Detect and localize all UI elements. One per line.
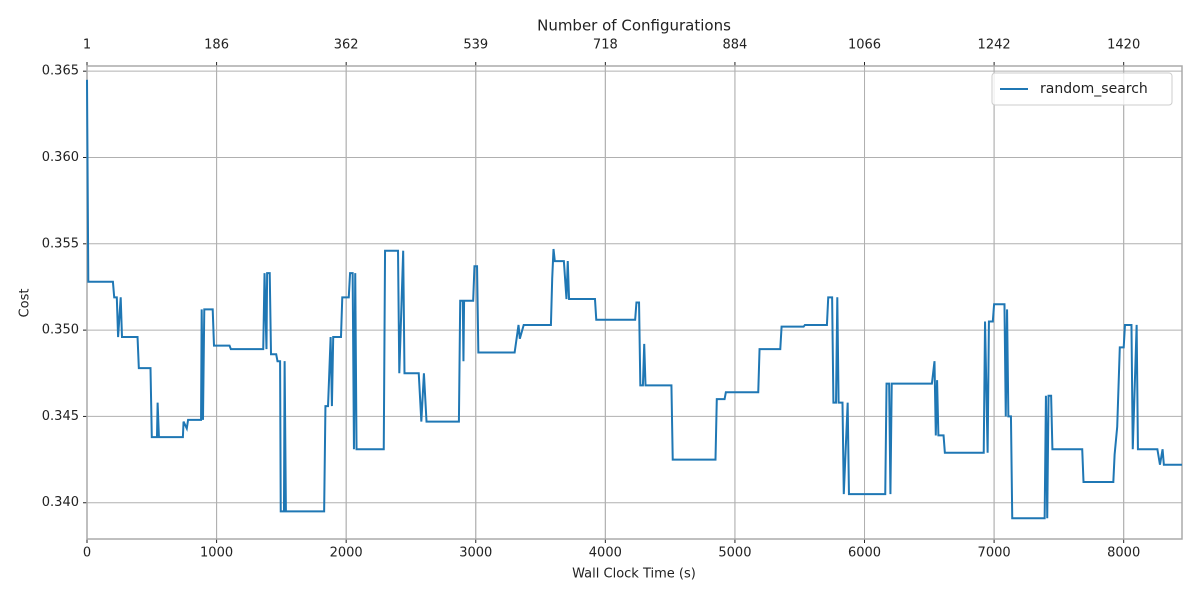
x2-tick-label: 718 xyxy=(593,38,618,53)
x2-tick-label: 186 xyxy=(204,38,229,53)
x-tick-label: 0 xyxy=(83,546,91,561)
x-tick-label: 3000 xyxy=(459,546,492,561)
x2-tick-label: 539 xyxy=(463,38,488,53)
y-tick-label: 0.355 xyxy=(42,236,79,251)
legend-box xyxy=(991,72,1173,106)
x-tick-label: 2000 xyxy=(330,546,363,561)
x2-tick-label: 1 xyxy=(83,38,91,53)
y-tick-label: 0.340 xyxy=(42,495,79,510)
x-tick-label: 4000 xyxy=(589,546,622,561)
y-tick-label: 0.350 xyxy=(42,323,79,338)
x2-tick-label: 1242 xyxy=(978,38,1011,53)
x-tick-label: 8000 xyxy=(1107,546,1140,561)
plot-frame xyxy=(86,65,1183,540)
x2-tick-label: 884 xyxy=(723,38,748,53)
x-tick-label: 1000 xyxy=(200,546,233,561)
y-tick-label: 0.365 xyxy=(42,64,79,79)
legend: random_search xyxy=(991,72,1173,106)
x-tick-label: 7000 xyxy=(978,546,1011,561)
x-tick-label: 5000 xyxy=(718,546,751,561)
x2-tick-label: 1420 xyxy=(1107,38,1140,53)
y-tick-label: 0.345 xyxy=(42,409,79,424)
x2-tick-label: 1066 xyxy=(848,38,881,53)
x-axis-label: Wall Clock Time (s) xyxy=(572,567,696,582)
x2-axis-label: Number of Configurations xyxy=(537,17,731,35)
x-tick-label: 6000 xyxy=(848,546,881,561)
data-line xyxy=(86,79,1182,520)
legend-label: random_search xyxy=(1040,81,1148,97)
y-tick-label: 0.360 xyxy=(42,150,79,165)
y-axis-label: Cost xyxy=(18,289,33,318)
x2-tick-label: 362 xyxy=(334,38,359,53)
